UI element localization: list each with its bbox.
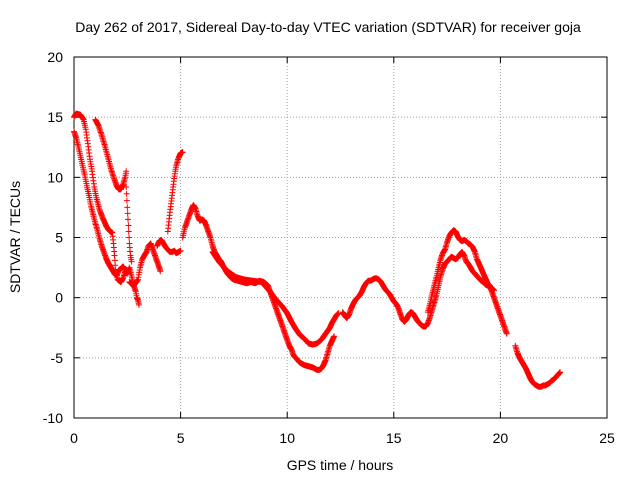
grid-lines bbox=[74, 57, 607, 418]
y-tick-label: 10 bbox=[47, 169, 63, 185]
data-point-track bbox=[154, 236, 184, 257]
data-series bbox=[71, 110, 564, 390]
data-point-track bbox=[209, 248, 342, 348]
data-point-track bbox=[71, 128, 129, 279]
data-point-track bbox=[126, 240, 164, 289]
data-point-track bbox=[164, 149, 186, 235]
data-point-track bbox=[92, 116, 130, 193]
data-point-track bbox=[339, 248, 497, 330]
data-point-track bbox=[424, 227, 510, 337]
data-point-track bbox=[71, 110, 142, 308]
x-tick-label: 15 bbox=[386, 430, 402, 446]
y-tick-label: -10 bbox=[43, 410, 63, 426]
x-tick-label: 5 bbox=[177, 430, 185, 446]
y-tick-label: -5 bbox=[51, 350, 64, 366]
axis-ticks: 0 5 10 15 20 25 -10 -5 0 5 10 15 20 bbox=[43, 49, 615, 446]
y-axis-label: SDTVAR / TECUs bbox=[7, 181, 23, 293]
x-tick-label: 0 bbox=[70, 430, 78, 446]
y-tick-label: 0 bbox=[55, 290, 63, 306]
x-tick-label: 10 bbox=[279, 430, 295, 446]
y-tick-label: 20 bbox=[47, 49, 63, 65]
data-point-track bbox=[512, 342, 564, 390]
x-axis-label: GPS time / hours bbox=[287, 457, 394, 473]
data-point-track bbox=[123, 184, 135, 265]
y-tick-label: 15 bbox=[47, 109, 63, 125]
x-tick-label: 20 bbox=[493, 430, 509, 446]
chart-title: Day 262 of 2017, Sidereal Day-to-day VTE… bbox=[75, 19, 581, 35]
y-tick-label: 5 bbox=[55, 230, 63, 246]
x-tick-label: 25 bbox=[599, 430, 615, 446]
